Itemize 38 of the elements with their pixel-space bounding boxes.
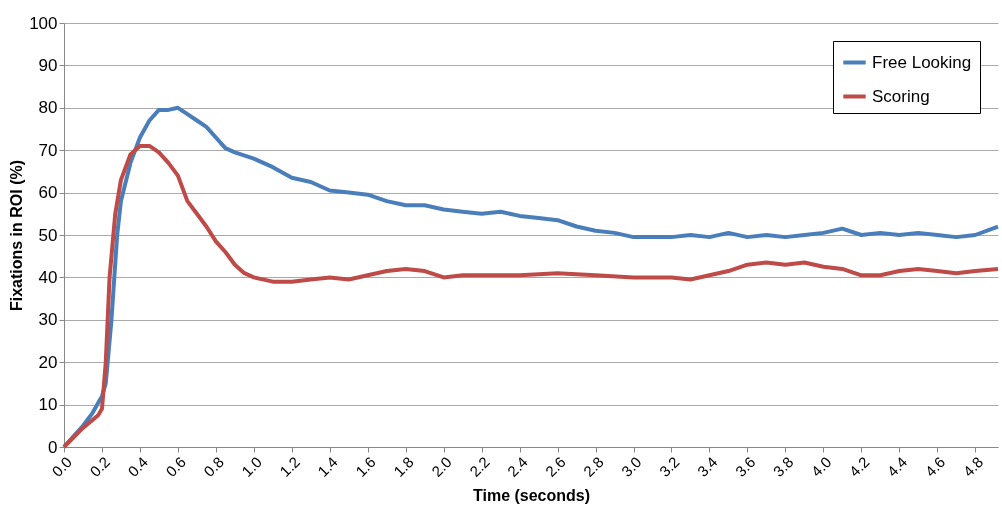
x-tick-label: 2.6 xyxy=(541,453,569,480)
x-tick-label: 0.2 xyxy=(86,453,114,480)
x-tick-label: 0.8 xyxy=(200,453,227,480)
x-tick-label: 3.8 xyxy=(769,453,797,480)
legend-label: Scoring xyxy=(872,86,930,106)
y-tick-label: 20 xyxy=(38,352,58,372)
legend-label: Free Looking xyxy=(872,52,972,72)
x-tick-label: 3.4 xyxy=(693,453,721,480)
x-tick-label: 3.6 xyxy=(731,453,759,480)
x-tick-label: 2.0 xyxy=(428,453,455,480)
y-tick-label: 80 xyxy=(38,98,58,118)
y-tick-label: 70 xyxy=(38,140,58,160)
y-tick-label: 90 xyxy=(38,55,58,75)
x-tick-label: 1.6 xyxy=(352,453,379,480)
y-axis-title: Fixations in ROI (%) xyxy=(8,159,26,312)
x-axis-title: Time (seconds) xyxy=(472,486,591,504)
x-tick-label: 3.2 xyxy=(655,453,683,480)
x-tick-label: 1.0 xyxy=(238,453,265,480)
x-tick-label: 4.4 xyxy=(883,453,911,480)
x-tick-label: 4.2 xyxy=(845,453,873,480)
x-tick-label: 2.4 xyxy=(503,453,531,480)
x-tick-label: 1.4 xyxy=(314,453,341,480)
y-tick-label: 30 xyxy=(38,310,58,330)
x-tick-label: 2.2 xyxy=(465,453,493,480)
y-tick-label: 60 xyxy=(38,183,58,203)
y-tick-label: 50 xyxy=(38,225,58,245)
x-tick-label: 4.6 xyxy=(921,453,949,480)
x-tick-label: 0.4 xyxy=(124,453,152,480)
x-tick-label: 4.8 xyxy=(959,453,987,480)
y-tick-label: 40 xyxy=(38,267,58,287)
y-tick-label: 10 xyxy=(38,395,58,415)
x-tick-label: 3.0 xyxy=(617,453,645,480)
x-tick-label: 1.2 xyxy=(276,453,303,480)
x-tick-label: 0.6 xyxy=(162,453,190,480)
y-tick-label: 100 xyxy=(29,13,58,33)
x-tick-label: 4.0 xyxy=(807,453,835,480)
x-tick-label: 1.8 xyxy=(390,453,417,480)
x-tick-label: 2.8 xyxy=(579,453,607,480)
